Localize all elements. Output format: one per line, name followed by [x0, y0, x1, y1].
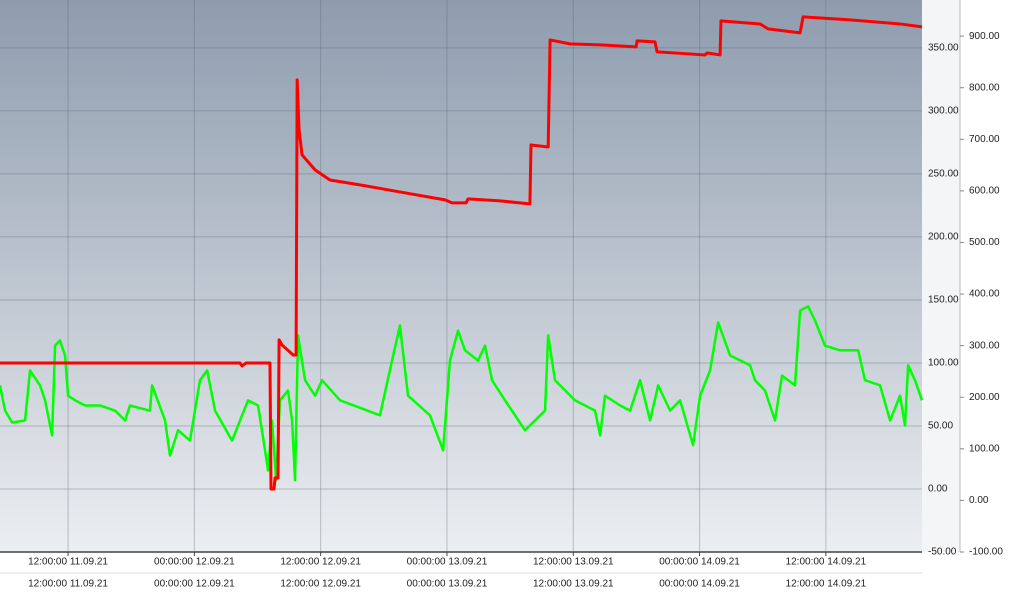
y2-tick-label: -100.00 — [969, 547, 1003, 558]
y-tick-label: 50.00 — [928, 421, 953, 432]
y-tick-label: 300.00 — [928, 106, 959, 117]
x-tick-label: 12:00:00 11.09.21 — [28, 579, 108, 590]
y2-tick-label: 300.00 — [969, 340, 1000, 351]
y2-tick-label: 100.00 — [969, 443, 1000, 454]
y-tick-label: 200.00 — [928, 232, 959, 243]
x-tick-label: 00:00:00 12.09.21 — [154, 579, 235, 590]
x-tick-label: 12:00:00 13.09.21 — [533, 557, 614, 568]
x-tick-label: 12:00:00 12.09.21 — [280, 579, 361, 590]
x-tick-label: 12:00:00 14.09.21 — [786, 579, 867, 590]
series-line — [0, 15, 923, 491]
y2-tick-label: 800.00 — [969, 82, 1000, 93]
y-tick-label: 100.00 — [928, 358, 959, 369]
y-tick-label: 250.00 — [928, 169, 959, 180]
y2-tick-label: 900.00 — [969, 31, 1000, 42]
x-tick-label: 00:00:00 14.09.21 — [659, 579, 740, 590]
x-tick-label: 12:00:00 13.09.21 — [533, 579, 614, 590]
y2-tick-label: 0.00 — [969, 495, 989, 506]
x-tick-label: 12:00:00 12.09.21 — [280, 557, 361, 568]
x-tick-label: 12:00:00 14.09.21 — [786, 557, 867, 568]
plot-area — [0, 0, 922, 552]
series-line — [0, 305, 924, 482]
labels: -50.00 0.00 50.00 100.00 150.00 200.00 250.00 3… — [28, 31, 1003, 590]
lines — [0, 15, 924, 491]
y-tick-label: 0.00 — [928, 484, 948, 495]
x-tick-label: 00:00:00 13.09.21 — [407, 557, 488, 568]
x-tick-label: 00:00:00 13.09.21 — [407, 579, 488, 590]
y-tick-label: -50.00 — [928, 547, 957, 558]
y2-tick-label: 700.00 — [969, 134, 1000, 145]
x-tick-label: 00:00:00 12.09.21 — [154, 557, 235, 568]
y2-tick-label: 500.00 — [969, 237, 1000, 248]
y-tick-label: 150.00 — [928, 295, 959, 306]
left-axis-panel — [922, 0, 960, 552]
x-tick-label: 12:00:00 11.09.21 — [28, 557, 108, 568]
y2-tick-label: 400.00 — [969, 289, 1000, 300]
x-tick-label: 00:00:00 14.09.21 — [659, 557, 740, 568]
y2-tick-label: 200.00 — [969, 392, 1000, 403]
y2-tick-label: 600.00 — [969, 186, 1000, 197]
y-tick-label: 350.00 — [928, 43, 959, 54]
